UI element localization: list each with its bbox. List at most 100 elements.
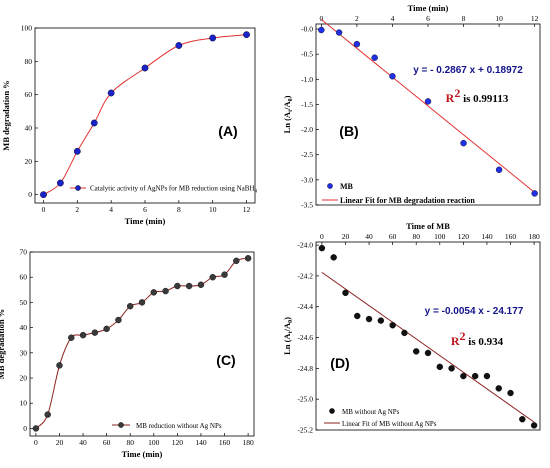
panel-a: 0 2 4 6 8 10 12 0 20 40 60 80 100 Time (min) MB degrad… bbox=[1, 24, 257, 227]
panel-label: (D) bbox=[330, 355, 349, 371]
data-point bbox=[401, 329, 408, 337]
x-tick-label: 0 bbox=[320, 232, 324, 241]
y-tick-label: -24.4 bbox=[297, 302, 313, 311]
legend-label: Catalytic activity of AgNPs for MB reduc… bbox=[90, 185, 257, 195]
data-point bbox=[68, 334, 75, 341]
x-tick-label: 4 bbox=[391, 14, 395, 23]
data-point bbox=[209, 34, 217, 42]
y-tick-label: 60 bbox=[20, 273, 28, 282]
y-tick-label: 30 bbox=[20, 348, 28, 357]
data-point bbox=[233, 257, 240, 265]
data-point bbox=[460, 372, 467, 380]
x-tick-label: 100 bbox=[148, 438, 160, 447]
data-point bbox=[377, 317, 385, 324]
fit-equation: y = -0.0054 x - 24.177 bbox=[425, 306, 524, 317]
x-tick-label: 10 bbox=[495, 14, 503, 23]
x-tick-label: 0 bbox=[42, 205, 46, 214]
data-point bbox=[371, 54, 378, 61]
legend-marker bbox=[118, 422, 124, 428]
x-tick-label: 160 bbox=[219, 438, 231, 447]
data-point bbox=[424, 349, 432, 357]
x-tick-label: 120 bbox=[458, 232, 470, 241]
x-tick-label: 12 bbox=[243, 205, 251, 214]
data-point bbox=[448, 365, 455, 372]
r-squared: R2 is 0.934 bbox=[451, 329, 504, 348]
y-tick-label: -1.0 bbox=[301, 75, 313, 84]
y-tick-label: 20 bbox=[20, 374, 28, 383]
x-tick-label: 8 bbox=[177, 205, 181, 214]
x-tick-label: 40 bbox=[365, 232, 373, 241]
x-tick-label: 6 bbox=[143, 205, 147, 214]
y-tick-label: 60 bbox=[25, 90, 33, 99]
data-point bbox=[318, 244, 326, 252]
data-point bbox=[56, 179, 64, 187]
x-tick-label: 2 bbox=[355, 14, 359, 23]
data-point bbox=[141, 64, 149, 72]
y-tick-label: -0.0 bbox=[301, 25, 313, 34]
y-tick-label: 20 bbox=[25, 157, 33, 166]
data-point bbox=[318, 26, 325, 34]
x-tick-label: 10 bbox=[209, 205, 217, 214]
data-point bbox=[353, 40, 361, 48]
x-tick-label: 80 bbox=[412, 232, 420, 241]
data-point bbox=[174, 282, 181, 290]
data-point bbox=[342, 289, 349, 297]
y-tick-label: 0 bbox=[28, 190, 32, 199]
y-tick-label: -2.5 bbox=[301, 150, 313, 159]
data-point bbox=[471, 372, 479, 380]
panel-d: 0 20 40 60 80 100 120 140 160 180 -24.0 -24.2 -24.4 -… bbox=[282, 221, 541, 435]
data-point bbox=[365, 315, 373, 323]
y-tick-label: -24.6 bbox=[297, 333, 313, 342]
x-tick-label: 140 bbox=[481, 232, 493, 241]
y-tick-label: -25.0 bbox=[297, 395, 313, 404]
data-point bbox=[424, 98, 432, 105]
data-point bbox=[495, 385, 502, 392]
x-tick-label: 100 bbox=[434, 232, 446, 241]
data-point bbox=[244, 255, 252, 262]
data-point bbox=[90, 119, 98, 127]
y-tick-label: -3.5 bbox=[301, 201, 313, 210]
data-point bbox=[413, 348, 420, 355]
data-point bbox=[197, 281, 205, 288]
data-point bbox=[79, 331, 87, 339]
data-point bbox=[483, 372, 491, 380]
x-tick-label: 120 bbox=[172, 438, 184, 447]
legend-label: MB bbox=[340, 182, 354, 191]
data-point bbox=[44, 411, 51, 418]
data-point bbox=[150, 289, 157, 296]
data-point bbox=[107, 89, 115, 97]
fit-line bbox=[321, 271, 535, 423]
legend-marker bbox=[329, 408, 335, 414]
data-point bbox=[530, 422, 538, 429]
data-point bbox=[73, 147, 81, 155]
data-point bbox=[507, 389, 514, 397]
data-point bbox=[91, 329, 99, 336]
y-tick-label: 70 bbox=[20, 248, 28, 257]
y-tick-label: -24.8 bbox=[297, 364, 313, 373]
legend-label: MB reduction without Ag NPs bbox=[136, 422, 222, 430]
panel-label: (C) bbox=[216, 352, 235, 368]
x-tick-label: 40 bbox=[79, 438, 87, 447]
y-axis-title: Ln (At/A0) bbox=[282, 317, 294, 355]
x-tick-label: 20 bbox=[342, 232, 350, 241]
y-tick-label: 10 bbox=[20, 399, 28, 408]
data-point bbox=[243, 31, 250, 39]
legend-label: Linear Fit of MB without Ag NPs bbox=[342, 420, 437, 428]
data-point bbox=[162, 287, 169, 295]
data-point bbox=[138, 299, 146, 306]
data-point bbox=[56, 362, 63, 369]
data-point bbox=[103, 325, 110, 333]
y-tick-label: -2.0 bbox=[301, 125, 313, 134]
r-squared: R2 is 0.99113 bbox=[446, 86, 509, 105]
x-tick-label: 6 bbox=[426, 14, 430, 23]
legend-marker bbox=[75, 185, 81, 191]
y-axis-title: Ln (At/A0) bbox=[282, 95, 294, 133]
y-tick-label: 50 bbox=[20, 298, 28, 307]
x-axis-title: Time of MB bbox=[406, 221, 450, 231]
data-point bbox=[221, 271, 228, 278]
x-tick-label: 140 bbox=[195, 438, 207, 447]
data-point bbox=[32, 425, 40, 432]
data-point bbox=[531, 190, 538, 197]
panel-label: (A) bbox=[218, 123, 237, 139]
plot-frame bbox=[315, 241, 541, 431]
